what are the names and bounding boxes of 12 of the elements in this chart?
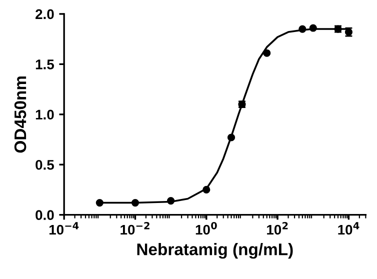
y-tick-label: 1.0 [36,110,54,120]
x-tick-label: 10$^{0}$ [196,222,217,235]
y-tick-label: 0.5 [36,160,54,170]
y-tick-label: 2.0 [36,9,54,20]
x-tick-label: 10$^{2}$ [267,222,288,235]
y-tick-label: 0.0 [36,210,54,220]
x-tick-label: 10$^{−4}$ [49,222,79,235]
x-axis-title: Nebratamig (ng/mL) [137,243,293,259]
y-axis-title: OD450nm [14,76,26,153]
x-tick-label: 10$^{4}$ [338,222,360,235]
x-tick-label: 10$^{−2}$ [120,222,150,235]
y-tick-label: 1.5 [36,60,54,70]
